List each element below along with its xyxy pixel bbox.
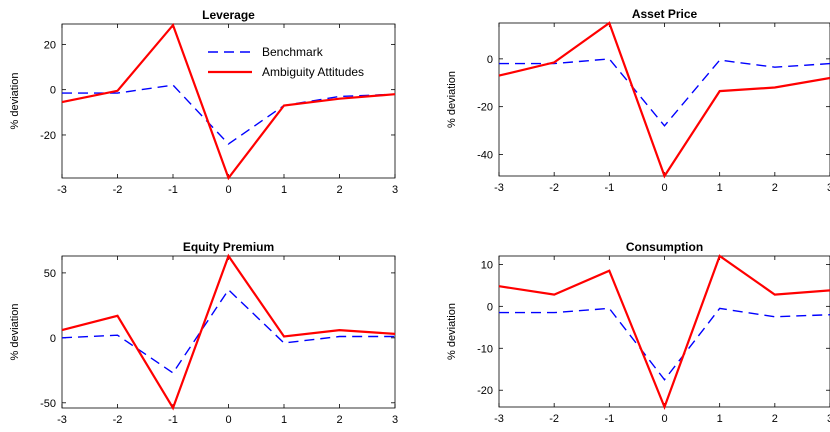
chart-title: Leverage xyxy=(202,8,255,22)
x-tick-label: 0 xyxy=(225,184,231,196)
axes-box xyxy=(498,22,830,177)
series-line-benchmark xyxy=(62,84,396,145)
series-line-ambiguity xyxy=(61,253,396,411)
y-tick-label: 50 xyxy=(44,268,56,280)
x-tick-label: 0 xyxy=(661,413,667,425)
x-tick-label: 0 xyxy=(661,182,667,194)
y-axis-label: % deviation xyxy=(9,304,21,361)
series-line-ambiguity xyxy=(498,21,830,179)
x-tick-label: 3 xyxy=(827,182,830,194)
series-line-benchmark xyxy=(61,288,395,374)
series-line-benchmark xyxy=(499,58,830,127)
y-tick-label: 0 xyxy=(487,54,493,66)
x-tick-label: 3 xyxy=(392,414,398,426)
y-tick-label: -20 xyxy=(477,385,493,397)
x-tick-label: 1 xyxy=(717,182,723,194)
x-tick-label: -3 xyxy=(57,414,67,426)
chart-title: Asset Price xyxy=(632,7,698,21)
chart-panel-2: Equity Premium % deviation -3 -2 -1 0 1 2 3 50 0 -5… xyxy=(9,240,398,426)
series-line-ambiguity xyxy=(61,22,396,181)
y-axis-label: % deviation xyxy=(446,303,458,360)
x-tick-label: -3 xyxy=(57,184,67,196)
y-tick-label: -20 xyxy=(477,102,493,114)
x-tick-label: -1 xyxy=(604,413,614,425)
x-tick-label: 2 xyxy=(336,184,342,196)
legend-label: Benchmark xyxy=(262,45,324,59)
x-tick-label: -3 xyxy=(494,413,504,425)
axes-box xyxy=(61,255,396,409)
y-tick-label: 0 xyxy=(50,333,56,345)
x-tick-label: -1 xyxy=(168,414,178,426)
y-tick-label: 0 xyxy=(50,85,56,97)
y-tick-label: 10 xyxy=(481,259,493,271)
x-tick-label: 1 xyxy=(281,414,287,426)
x-tick-label: -1 xyxy=(604,182,614,194)
legend-label: Ambiguity Attitudes xyxy=(262,65,364,79)
x-tick-label: -3 xyxy=(494,182,504,194)
x-tick-label: 2 xyxy=(336,414,342,426)
axes-box xyxy=(498,255,830,408)
x-tick-label: 1 xyxy=(281,184,287,196)
chart-title: Consumption xyxy=(626,240,703,254)
chart-panel-1: Asset Price % deviation -3 -2 -1 0 1 2 3 0 -20 -40 xyxy=(446,7,830,194)
axes-box xyxy=(61,23,396,179)
y-tick-label: -10 xyxy=(477,343,493,355)
x-tick-label: 2 xyxy=(772,413,778,425)
x-tick-label: -2 xyxy=(549,182,559,194)
chart-panel-0: Leverage % deviation -3 -2 -1 0 1 2 3 20 0 -20 Bench… xyxy=(9,8,398,196)
y-tick-label: 0 xyxy=(487,301,493,313)
x-tick-label: 0 xyxy=(225,414,231,426)
y-tick-label: -50 xyxy=(40,398,56,410)
x-tick-label: -2 xyxy=(549,413,559,425)
x-tick-label: -1 xyxy=(168,184,178,196)
chart-panel-3: Consumption% deviation-3-2-10123100-10-2… xyxy=(446,240,830,425)
y-tick-label: -40 xyxy=(477,149,493,161)
y-axis-label: % deviation xyxy=(446,71,458,128)
x-tick-label: -2 xyxy=(113,414,123,426)
chart-title: Equity Premium xyxy=(183,240,274,254)
x-tick-label: 3 xyxy=(827,413,830,425)
y-tick-label: 20 xyxy=(44,39,56,51)
x-tick-label: 1 xyxy=(717,413,723,425)
series-line-benchmark xyxy=(499,307,830,381)
x-tick-label: 2 xyxy=(772,182,778,194)
y-tick-label: -20 xyxy=(40,130,56,142)
x-tick-label: -2 xyxy=(113,184,123,196)
y-axis-label: % deviation xyxy=(9,73,21,130)
x-tick-label: 3 xyxy=(392,184,398,196)
series-line-ambiguity xyxy=(498,254,830,411)
